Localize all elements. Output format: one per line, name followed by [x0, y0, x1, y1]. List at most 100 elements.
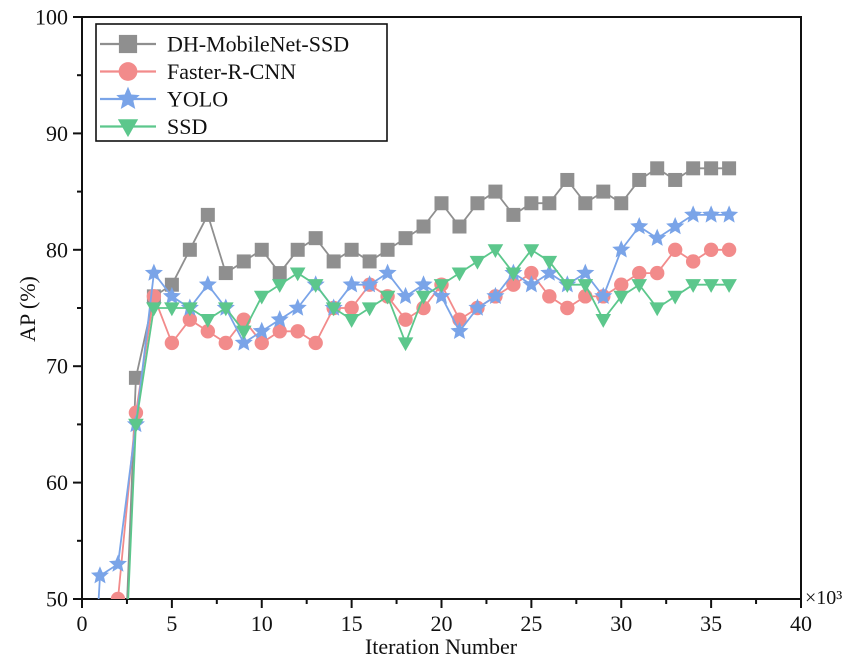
x-axis-unit-label: ×10³: [805, 587, 843, 609]
data-point-marker: [396, 286, 415, 305]
data-point-marker: [397, 337, 414, 352]
data-point-marker: [452, 219, 467, 234]
x-tick-label: 30: [610, 611, 632, 636]
data-point-marker: [342, 275, 361, 293]
data-point-marker: [252, 321, 271, 339]
legend-marker-star: [116, 86, 140, 109]
data-point-marker: [325, 302, 342, 317]
data-point-marker: [721, 242, 737, 257]
data-point-marker: [128, 418, 144, 433]
data-point-marker: [668, 172, 683, 187]
data-point-marker: [576, 263, 595, 281]
data-point-marker: [200, 207, 215, 222]
tick-marks: [73, 16, 802, 608]
data-point-marker: [360, 275, 379, 293]
data-point-marker: [433, 279, 450, 293]
y-tick-label: 80: [46, 237, 68, 262]
x-tick-label: 15: [341, 611, 363, 636]
data-point-marker: [488, 184, 503, 199]
legend-marker-circle: [118, 62, 138, 81]
data-point-marker: [451, 267, 468, 282]
x-tick-label: 40: [790, 611, 812, 636]
data-point-marker: [414, 275, 433, 293]
data-point-marker: [560, 172, 575, 187]
data-point-marker: [416, 219, 431, 234]
data-point-marker: [630, 217, 649, 235]
data-point-marker: [378, 263, 397, 281]
data-point-marker: [649, 302, 665, 317]
data-point-marker: [560, 300, 575, 316]
data-point-marker: [307, 279, 324, 293]
x-tick-label: 10: [251, 611, 273, 636]
y-tick-label: 60: [46, 470, 68, 495]
data-point-marker: [254, 335, 269, 351]
data-point-marker: [380, 242, 395, 257]
data-point-marker: [578, 196, 593, 211]
data-point-marker: [486, 286, 505, 305]
data-point-marker: [702, 205, 721, 223]
data-point-marker: [505, 267, 522, 282]
data-point-marker: [612, 240, 631, 258]
data-point-marker: [667, 290, 683, 305]
data-point-marker: [614, 277, 629, 292]
legend-item-yolo: YOLO: [100, 87, 228, 112]
data-point-marker: [164, 335, 180, 351]
plot-area: [90, 161, 739, 599]
data-point-marker: [128, 370, 143, 385]
legend-label: YOLO: [167, 87, 228, 112]
data-point-marker: [182, 302, 198, 317]
x-tick-label: 35: [700, 611, 722, 636]
data-point-marker: [90, 566, 110, 584]
data-point-marker: [470, 196, 485, 211]
data-point-marker: [144, 263, 163, 281]
data-point-marker: [685, 254, 701, 269]
data-point-marker: [235, 325, 252, 340]
legend-label: DH-MobileNet-SSD: [167, 32, 349, 57]
data-point-marker: [271, 279, 288, 293]
data-point-marker: [200, 314, 216, 328]
data-point-marker: [523, 244, 540, 258]
legend-item-dh-mobilenet-ssd: DH-MobileNet-SSD: [100, 32, 349, 57]
y-axis-label: AP (%): [15, 276, 40, 342]
data-point-marker: [506, 207, 521, 222]
data-point-marker: [164, 277, 179, 292]
data-point-marker: [632, 265, 647, 281]
data-point-marker: [234, 333, 253, 351]
data-point-marker: [326, 254, 341, 269]
data-point-marker: [308, 231, 323, 246]
data-point-marker: [272, 266, 287, 281]
data-point-marker: [290, 242, 305, 257]
data-point-marker: [344, 300, 359, 316]
x-axis-label: Iteration Number: [364, 634, 518, 659]
series-yolo: [90, 205, 739, 599]
data-point-marker: [542, 289, 557, 304]
x-tick-label: 20: [431, 611, 453, 636]
data-point-marker: [704, 161, 719, 176]
data-point-marker: [559, 279, 576, 293]
data-point-marker: [613, 290, 630, 305]
legend-marker-square: [118, 34, 138, 54]
data-point-marker: [450, 321, 469, 339]
data-point-marker: [362, 254, 377, 269]
data-point-marker: [218, 266, 233, 281]
data-point-marker: [270, 310, 289, 328]
series-dh-mobilenet-ssd: [126, 161, 737, 599]
data-point-marker: [684, 205, 703, 223]
series-line: [126, 167, 730, 599]
data-point-marker: [128, 405, 144, 420]
data-point-marker: [522, 275, 541, 293]
data-point-marker: [648, 228, 667, 246]
data-point-marker: [344, 242, 359, 257]
legend-item-faster-r-cnn: Faster-R-CNN: [100, 59, 296, 84]
data-point-marker: [146, 289, 162, 304]
data-point-marker: [596, 184, 611, 199]
x-tick-label: 5: [166, 611, 177, 636]
data-point-marker: [110, 591, 126, 599]
data-point-marker: [614, 196, 629, 211]
y-tick-label: 50: [46, 587, 68, 612]
data-point-marker: [686, 161, 701, 176]
y-tick-label: 70: [46, 354, 68, 379]
data-point-marker: [577, 279, 594, 293]
legend-marker-triangle-down: [117, 119, 139, 138]
data-point-marker: [343, 314, 360, 328]
